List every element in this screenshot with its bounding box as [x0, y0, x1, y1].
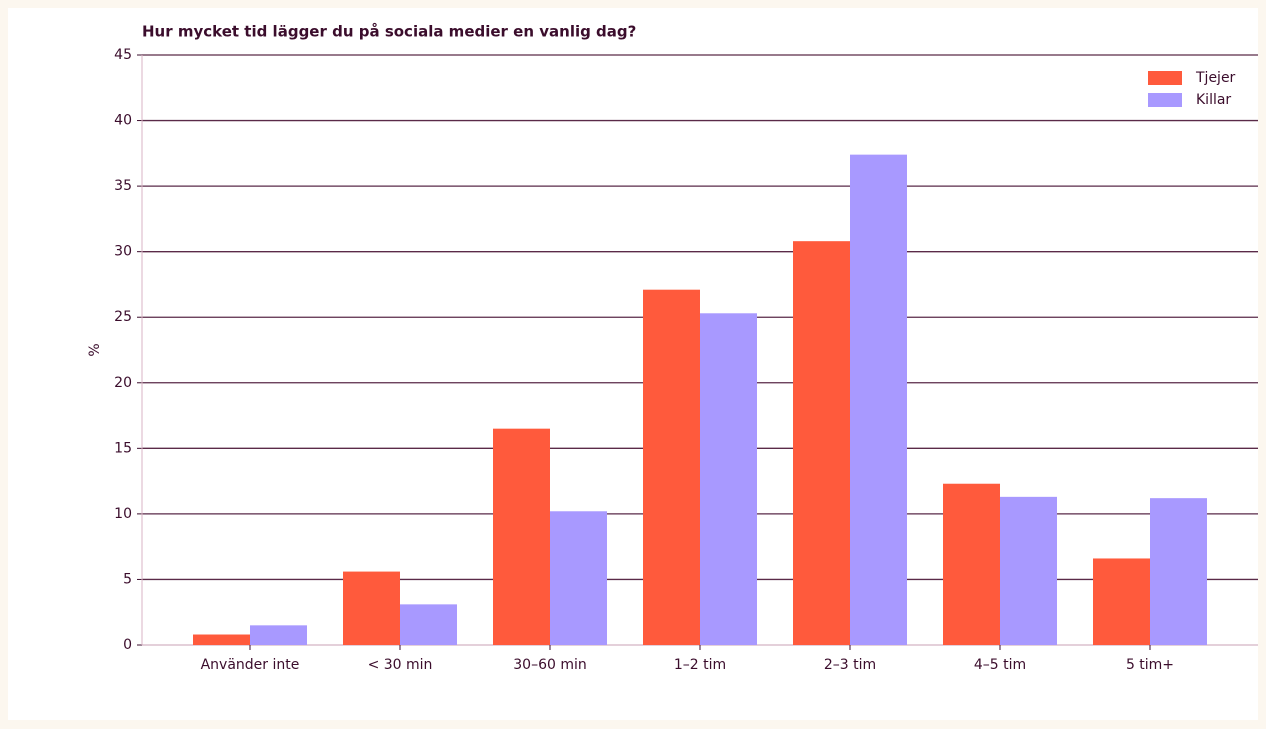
y-tick-label: 40: [114, 113, 132, 129]
legend-swatch: [1148, 93, 1182, 107]
bar: [643, 289, 700, 645]
x-tick-label: 5 tim+: [1126, 657, 1174, 673]
y-tick-label: 45: [114, 47, 132, 63]
y-axis-label: %: [87, 343, 103, 356]
bar: [400, 604, 457, 645]
bar: [700, 313, 757, 645]
bar: [943, 483, 1000, 645]
x-tick-label: 2–3 tim: [824, 657, 876, 673]
legend-label: Killar: [1196, 92, 1231, 108]
panel: [8, 8, 1258, 720]
bar: [343, 571, 400, 645]
x-tick-label: < 30 min: [368, 657, 433, 673]
y-tick-label: 5: [123, 571, 132, 587]
bar: [850, 154, 907, 645]
x-tick-label: Använder inte: [201, 657, 300, 673]
y-tick-label: 10: [114, 506, 132, 522]
bar: [193, 634, 250, 645]
y-tick-label: 30: [114, 244, 132, 260]
x-tick-label: 4–5 tim: [974, 657, 1026, 673]
y-tick-label: 20: [114, 375, 132, 391]
legend-label: Tjejer: [1195, 70, 1236, 86]
bar: [550, 511, 607, 645]
legend-swatch: [1148, 71, 1182, 85]
bar: [1093, 558, 1150, 645]
x-tick-label: 30–60 min: [513, 657, 586, 673]
bar: [493, 428, 550, 645]
y-tick-label: 35: [114, 178, 132, 194]
bar: [1150, 498, 1207, 645]
bar: [250, 625, 307, 645]
y-tick-label: 0: [123, 637, 132, 653]
bar: [793, 241, 850, 645]
y-tick-label: 15: [114, 440, 132, 456]
x-tick-label: 1–2 tim: [674, 657, 726, 673]
bar: [1000, 496, 1057, 645]
chart-title: Hur mycket tid lägger du på sociala medi…: [142, 23, 636, 41]
y-tick-label: 25: [114, 309, 132, 325]
